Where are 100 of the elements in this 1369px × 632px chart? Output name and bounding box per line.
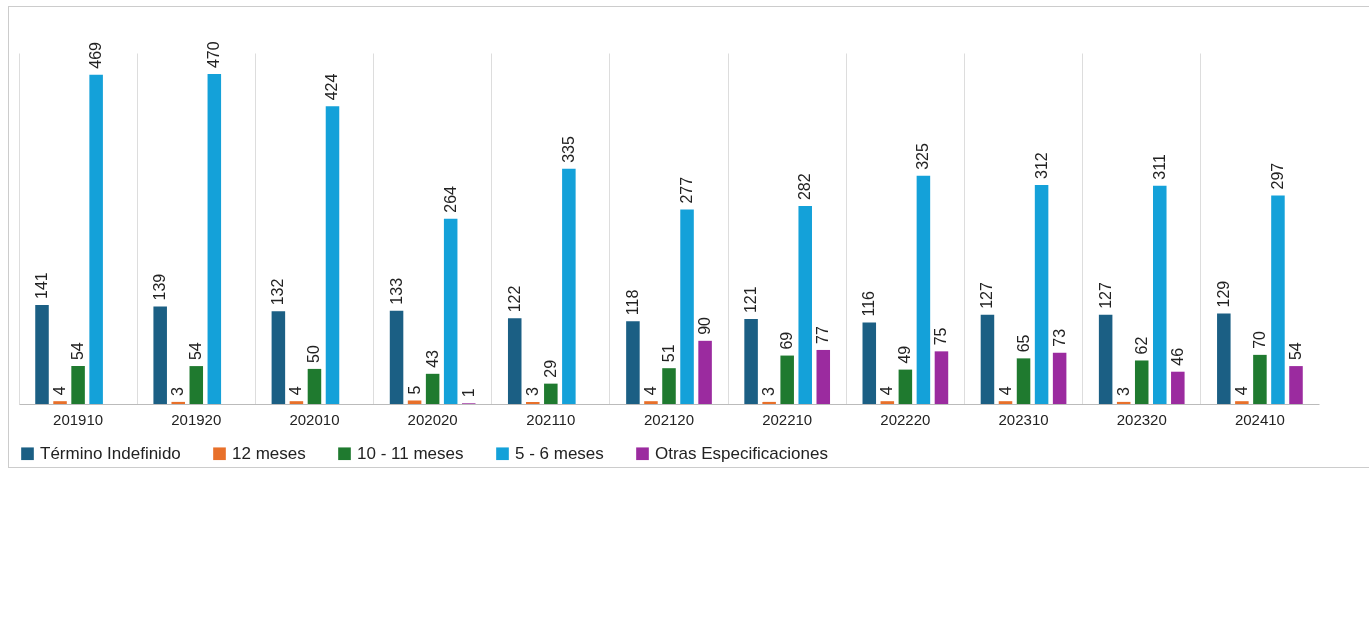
data-label: 141	[33, 272, 50, 300]
data-label: 133	[387, 277, 405, 305]
data-label: 121	[742, 286, 760, 314]
bar	[544, 383, 558, 404]
data-label: 4	[996, 386, 1014, 396]
data-label: 1	[459, 388, 477, 398]
bar	[1235, 401, 1249, 404]
bar	[271, 311, 286, 404]
bar	[207, 74, 222, 404]
data-label: 54	[69, 342, 87, 361]
bar	[425, 373, 440, 404]
bar	[443, 218, 458, 404]
bar	[307, 368, 322, 404]
bar	[389, 310, 404, 404]
x-tick-label: 202020	[407, 410, 458, 428]
data-label: 264	[441, 185, 459, 213]
bar	[1289, 366, 1303, 404]
x-tick-label: 202010	[289, 410, 340, 428]
bar	[325, 106, 340, 404]
bar	[71, 366, 85, 404]
data-label: 116	[860, 290, 878, 317]
bar	[1217, 313, 1231, 404]
data-label: 122	[505, 285, 523, 313]
bar	[698, 340, 712, 404]
data-label: 46	[1168, 347, 1186, 366]
bar	[980, 314, 995, 404]
x-tick-label: 202320	[1116, 410, 1167, 428]
bar	[880, 401, 895, 404]
bar	[1171, 371, 1185, 404]
data-label: 129	[1214, 280, 1232, 308]
bar	[680, 209, 694, 404]
data-label: 51	[660, 344, 677, 363]
data-label: 75	[932, 327, 950, 346]
bar	[916, 175, 931, 404]
bar	[189, 366, 204, 404]
data-label: 469	[87, 41, 105, 69]
legend-label: 5 - 6 meses	[515, 443, 604, 463]
bar	[798, 206, 812, 404]
x-tick-label: 201910	[53, 410, 104, 428]
bar	[153, 306, 167, 404]
legend-label: 12 meses	[232, 443, 306, 463]
data-label: 29	[541, 359, 559, 378]
bar	[289, 401, 304, 404]
bar	[626, 321, 640, 404]
bar	[662, 368, 676, 404]
x-tick-label: 202110	[526, 410, 576, 428]
data-label: 3	[169, 386, 187, 396]
data-label: 127	[978, 282, 996, 309]
data-label: 424	[323, 73, 341, 101]
bar	[407, 400, 422, 404]
data-label: 4	[641, 386, 659, 396]
data-label: 73	[1050, 328, 1068, 347]
data-label: 49	[896, 345, 914, 364]
bar	[35, 305, 49, 404]
legend-label: Término Indefinido	[40, 443, 181, 463]
data-label: 470	[205, 41, 223, 69]
data-label: 335	[559, 136, 577, 163]
bar	[744, 319, 758, 404]
bar	[1253, 354, 1267, 404]
bar	[53, 401, 67, 404]
data-label: 50	[305, 345, 323, 363]
bar	[816, 349, 831, 404]
data-label: 4	[287, 386, 305, 396]
x-tick-label: 202310	[998, 410, 1049, 428]
bar	[1153, 185, 1167, 404]
x-tick-label: 202210	[762, 410, 813, 428]
bar	[862, 322, 877, 404]
bar	[507, 318, 522, 404]
data-label: 54	[187, 342, 205, 361]
bar	[562, 168, 576, 404]
x-tick-label: 202410	[1234, 410, 1285, 428]
data-label: 43	[423, 349, 441, 368]
data-label: 311	[1150, 154, 1168, 180]
data-label: 127	[1096, 282, 1114, 309]
data-label: 77	[814, 326, 832, 344]
data-label: 118	[623, 289, 641, 316]
data-label: 139	[151, 273, 169, 301]
data-label: 282	[796, 173, 814, 201]
bar	[1016, 358, 1031, 404]
x-tick-label: 202220	[880, 410, 931, 428]
data-label: 3	[523, 386, 541, 396]
data-label: 90	[696, 316, 714, 335]
data-label: 132	[269, 278, 287, 306]
legend-label: Otras Especificaciones	[655, 443, 828, 463]
bar	[780, 355, 794, 404]
bar	[1052, 352, 1067, 404]
bar	[89, 74, 103, 404]
data-label: 4	[51, 386, 69, 396]
bar	[1271, 195, 1285, 404]
bar	[998, 401, 1013, 404]
legend-label: 10 - 11 meses	[357, 443, 464, 463]
bar	[644, 401, 658, 404]
data-label: 297	[1268, 162, 1286, 190]
bar	[898, 369, 913, 404]
bar	[1098, 314, 1113, 404]
bar	[526, 401, 540, 404]
data-label: 277	[678, 176, 696, 204]
data-label: 69	[778, 331, 796, 350]
data-label: 65	[1014, 334, 1032, 353]
bar	[171, 401, 185, 404]
